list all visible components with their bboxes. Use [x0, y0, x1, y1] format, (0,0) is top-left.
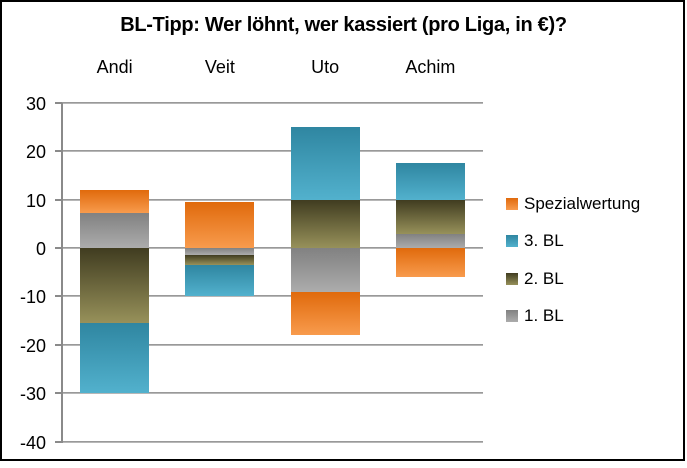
bar-segment-veit-spezialwertung — [185, 202, 255, 249]
category-label-andi: Andi — [96, 57, 133, 77]
y-axis-label: 30 — [25, 94, 46, 114]
bar-segment-veit-1bl — [185, 248, 255, 256]
bar-segment-andi-3bl — [80, 323, 150, 394]
gridline-0 — [62, 247, 483, 250]
y-axis-label: -20 — [19, 335, 46, 356]
axis-tick--30 — [55, 392, 62, 395]
axis-tick-20 — [55, 150, 62, 153]
y-axis-label: 20 — [25, 142, 46, 163]
bar-segment-achim-1bl — [395, 233, 465, 249]
legend-label: Spezialwertung — [524, 194, 641, 213]
axis-tick-10 — [55, 198, 62, 201]
legend-item-1bl: 1. BL — [506, 305, 564, 327]
gridline--30 — [62, 392, 483, 395]
legend-item-3bl: 3. BL — [506, 230, 564, 252]
bar-segment-veit-3bl — [185, 264, 255, 297]
y-axis-label: -30 — [19, 384, 46, 405]
gridline-20 — [62, 150, 483, 153]
category-label-veit: Veit — [204, 57, 235, 77]
bar-segment-achim-3bl — [395, 163, 465, 200]
legend-label: 1. BL — [524, 306, 564, 325]
legend-label: 2. BL — [524, 268, 564, 288]
bar-segment-achim-spezialwertung — [395, 248, 465, 278]
axis-tick--20 — [55, 343, 62, 346]
legend-item-2bl: 2. BL — [506, 268, 564, 290]
gridline--20 — [62, 343, 483, 346]
bar-segment-andi-2bl — [80, 248, 150, 324]
category-label-uto: Uto — [311, 57, 340, 77]
bar-segment-uto-3bl — [290, 127, 360, 200]
bar-segment-uto-2bl — [290, 199, 360, 249]
gridline-30 — [62, 102, 483, 104]
legend-swatch — [506, 235, 518, 248]
axis-tick--40 — [55, 440, 62, 443]
category-label-achim: Achim — [405, 57, 456, 77]
bar-segment-andi-1bl — [80, 213, 150, 249]
axis-tick-30 — [55, 102, 62, 104]
bar-segment-veit-2bl — [185, 255, 255, 265]
y-axis-label: 10 — [25, 190, 46, 211]
bar-segment-achim-2bl — [395, 199, 465, 234]
legend-item-spezialwertung: Spezialwertung — [506, 193, 640, 215]
bar-segment-uto-spezialwertung — [290, 291, 360, 336]
axis-tick-0 — [55, 247, 62, 250]
legend-swatch — [506, 272, 518, 285]
bar-segment-uto-1bl — [290, 248, 360, 292]
y-axis-label: -40 — [19, 432, 46, 453]
chart-title: BL-Tipp: Wer löhnt, wer kassiert (pro Li… — [120, 14, 567, 36]
gridline--10 — [62, 295, 483, 298]
y-axis-line — [61, 103, 63, 443]
bar-segment-andi-spezialwertung — [80, 190, 150, 214]
legend-label: 3. BL — [524, 231, 564, 251]
axis-tick--10 — [55, 295, 62, 298]
y-axis-label: -10 — [19, 287, 46, 308]
legend-swatch — [506, 310, 518, 322]
gridline-10 — [62, 198, 483, 201]
legend-swatch — [506, 198, 518, 210]
y-axis-label: 0 — [35, 239, 46, 260]
gridline--40 — [62, 440, 483, 443]
